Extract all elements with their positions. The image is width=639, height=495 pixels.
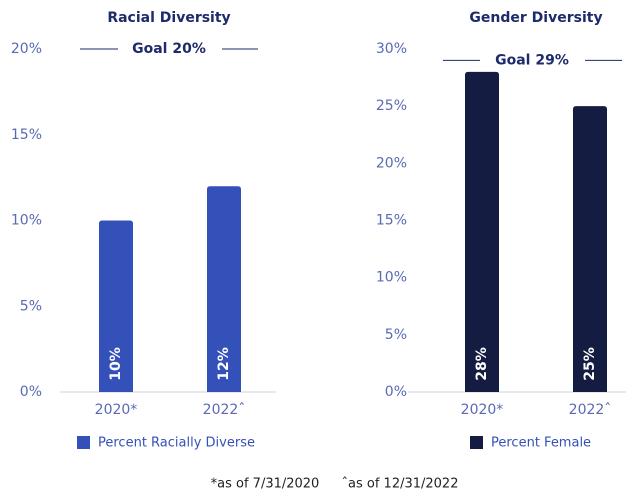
y-tick-label: 30% — [376, 41, 407, 57]
bar — [207, 186, 241, 392]
x-tick-label: 2020* — [461, 402, 504, 418]
y-tick-label: 5% — [20, 298, 42, 314]
y-tick-label: 10% — [376, 270, 407, 286]
y-tick-label: 20% — [11, 41, 42, 57]
chart-title: Gender Diversity — [469, 10, 602, 26]
value-label: 25% — [582, 347, 598, 381]
x-tick-label: 2022ˆ — [203, 402, 246, 418]
goal-label: Goal 29% — [495, 52, 569, 68]
value-label: 28% — [474, 347, 490, 381]
legend-swatch — [470, 436, 483, 449]
chart-title: Racial Diversity — [107, 10, 230, 26]
y-tick-label: 20% — [376, 155, 407, 171]
y-tick-label: 25% — [376, 98, 407, 114]
bar — [99, 220, 133, 392]
bar — [465, 71, 499, 392]
legend-label: Percent Female — [491, 436, 591, 451]
y-tick-label: 15% — [11, 127, 42, 143]
x-tick-label: 2020* — [95, 402, 138, 418]
x-tick-label: 2022ˆ — [569, 402, 612, 418]
y-tick-label: 0% — [20, 384, 42, 400]
footnote: *as of 7/31/2020 — [211, 477, 320, 492]
y-tick-label: 10% — [11, 213, 42, 229]
value-label: 10% — [108, 347, 124, 381]
bar — [573, 106, 607, 393]
footnote: ˆas of 12/31/2022 — [342, 477, 459, 492]
legend-swatch — [77, 436, 90, 449]
y-tick-label: 5% — [385, 327, 407, 343]
value-label: 12% — [216, 347, 232, 381]
y-tick-label: 15% — [376, 213, 407, 229]
legend-label: Percent Racially Diverse — [98, 436, 255, 451]
goal-label: Goal 20% — [132, 41, 206, 57]
y-tick-label: 0% — [385, 384, 407, 400]
